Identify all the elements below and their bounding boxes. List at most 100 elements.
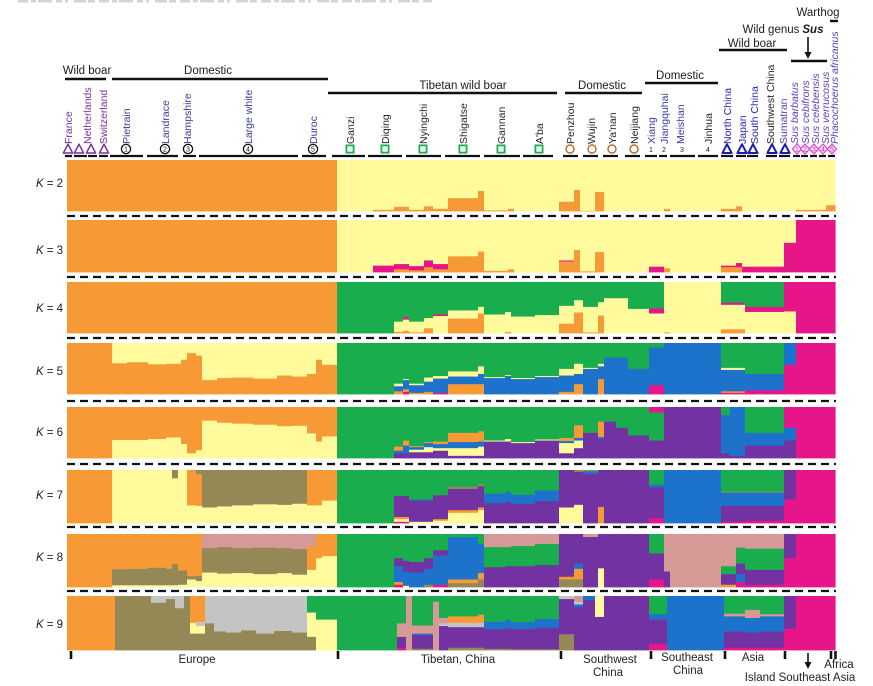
ancestry-bar-yellow (511, 441, 536, 444)
ancestry-bar-purple (412, 634, 434, 649)
ancestry-bar-blue (394, 565, 404, 583)
ancestry-bar-magenta (784, 407, 797, 428)
ancestry-bar-yellow (232, 423, 254, 459)
ancestry-bar-orange (478, 572, 485, 580)
ancestry-bar-olive (535, 648, 560, 651)
ancestry-bar-yellow (232, 504, 254, 524)
ancestry-bar-orange (181, 407, 188, 445)
ancestry-bar-orange (67, 343, 113, 395)
population-label: Pietrain (121, 108, 133, 144)
ancestry-bar-green (337, 343, 395, 395)
ancestry-bar-orange (736, 266, 743, 273)
diamond-icon (791, 143, 803, 155)
ancestry-bar-yellow (448, 220, 479, 257)
ancestry-bar-purple (649, 486, 665, 519)
ancestry-bar-yellow (574, 299, 584, 313)
ancestry-bar-green (721, 407, 731, 416)
ancestry-bar-purple (448, 488, 479, 511)
ancestry-bar-yellow (403, 319, 410, 331)
ancestry-bar-magenta (649, 266, 665, 273)
ancestry-bar-orange (148, 407, 167, 440)
population-label: Duroc (308, 116, 320, 144)
ancestry-bar-yellow (196, 505, 203, 524)
ancestry-bar-yellow (505, 311, 512, 332)
marker-number: 4 (821, 147, 825, 154)
ancestry-bar-yellow (424, 220, 434, 261)
ancestry-bar-yellow (478, 365, 485, 374)
ancestry-bar-olive (187, 575, 197, 580)
ancestry-bar-purple (616, 427, 629, 459)
ancestry-bar-green (628, 282, 650, 309)
ancestry-bar-yellow (559, 368, 575, 376)
ancestry-bar-yellow (742, 220, 785, 267)
ancestry-bar-yellow (253, 503, 278, 524)
ancestry-bar-blue (409, 572, 425, 588)
region-label-southeast-china-line1: Southeast (661, 652, 714, 664)
ancestry-bar-gray (196, 621, 206, 627)
ancestry-bar-pink (505, 534, 512, 548)
ancestry-bar-blue (784, 343, 797, 365)
ancestry-bar-yellow (721, 304, 746, 330)
ancestry-bar-green (478, 407, 485, 432)
ancestry-bar-orange (433, 441, 449, 445)
ancestry-bar-purple (403, 560, 410, 572)
ancestry-bar-orange (409, 445, 425, 448)
ancestry-bar-purple (583, 432, 599, 459)
ancestry-bar-orange (307, 545, 317, 570)
ancestry-bar-yellow (628, 308, 650, 334)
ancestry-bar-green (484, 407, 506, 441)
ancestry-bar-blue (448, 376, 479, 385)
ancestry-bar-yellow (535, 439, 560, 441)
ancestry-bar-olive (478, 647, 485, 651)
ancestry-bar-orange (217, 407, 233, 423)
ancestry-bar-yellow (322, 343, 338, 365)
ancestry-bar-orange (721, 266, 737, 273)
ancestry-bar-olive (721, 491, 746, 493)
ancestry-bar-green (604, 343, 629, 358)
ancestry-bar-orange (580, 270, 596, 273)
ancestry-bar-pink (253, 534, 278, 548)
ancestry-bar-purple (403, 452, 410, 459)
ancestry-bar-magenta (721, 392, 746, 395)
ancestry-bar-yellow (232, 572, 254, 588)
ancestry-bar-orange (736, 205, 743, 212)
square-icon (458, 144, 468, 154)
ancestry-bar-yellow (433, 520, 449, 524)
ancestry-bar-olive (292, 632, 308, 651)
ancestry-bar-orange (508, 208, 515, 212)
ancestry-bar-blue (664, 343, 722, 395)
ancestry-bar-yellow (745, 311, 785, 334)
k-value: = 6 (47, 427, 63, 439)
ancestry-bar-orange (181, 359, 188, 395)
ancestry-bar-purple (649, 619, 668, 644)
ancestry-bar-yellow (196, 625, 206, 634)
ancestry-bar-yellow (484, 376, 506, 379)
ancestry-bar-green (745, 343, 785, 374)
ancestry-bar-blue (433, 378, 449, 393)
ancestry-bar-green (448, 596, 479, 617)
ancestry-bar-orange (433, 208, 449, 212)
ancestry-bar-yellow (598, 567, 605, 588)
marker-triangle-bold-icon (747, 143, 759, 154)
ancestry-bar-green (511, 470, 536, 495)
ancestry-bar-yellow (478, 160, 485, 191)
ancestry-bar-green (403, 407, 410, 441)
ancestry-bar-green (433, 470, 449, 496)
ancestry-bar-magenta (649, 517, 665, 524)
ancestry-bar-blue (604, 357, 629, 395)
ancestry-bar-purple (535, 440, 560, 459)
population-label: Shigatse (458, 103, 470, 144)
ancestry-bar-purple (511, 503, 536, 524)
ancestry-bar-orange (187, 407, 197, 454)
k-label-6: K = 6 (36, 427, 63, 439)
ancestry-bar-blue (511, 494, 536, 504)
ancestry-bar-orange (409, 209, 425, 212)
ancestry-bar-orange (394, 206, 410, 212)
ancestry-bar-green (403, 343, 410, 380)
k-labels: K = 2K = 3K = 4K = 5K = 6K = 7K = 8K = 9 (36, 178, 64, 631)
ancestry-bar-magenta (433, 263, 449, 270)
ancestry-bar-purple (409, 561, 425, 573)
ancestry-bar-magenta (409, 265, 425, 271)
ancestry-bar-yellow (433, 160, 449, 209)
ancestry-bar-yellow (292, 503, 308, 524)
